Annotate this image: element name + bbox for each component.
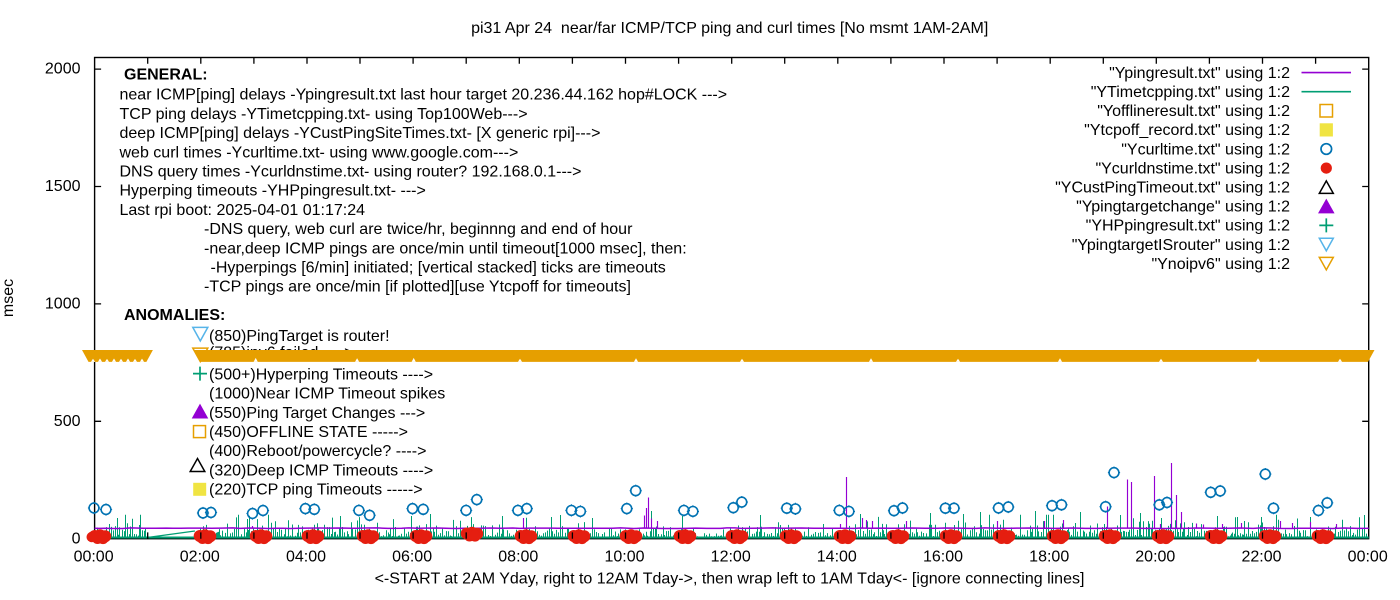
svg-text:14:00: 14:00 [817,548,857,565]
svg-text:GENERAL:: GENERAL: [124,67,208,84]
svg-text:-near,deep ICMP pings are once: -near,deep ICMP pings are once/min until… [204,240,687,257]
svg-text:<-START at 2AM Yday, right to: <-START at 2AM Yday, right to 12AM Tday-… [375,570,1085,587]
svg-text:(320)Deep ICMP Timeouts ---->: (320)Deep ICMP Timeouts ----> [209,462,433,479]
svg-text:(400)Reboot/powercycle? ---->: (400)Reboot/powercycle? ----> [209,443,426,460]
svg-text:(550)Ping Target Changes --->: (550)Ping Target Changes ---> [209,405,425,422]
svg-text:-DNS query, web curl are twice: -DNS query, web curl are twice/hr, begin… [204,221,633,238]
svg-text:00:00: 00:00 [1348,548,1388,565]
svg-text:web curl times -Ycurltime.txt-: web curl times -Ycurltime.txt- using www… [119,144,519,161]
svg-text:10:00: 10:00 [604,548,644,565]
svg-text:(450)OFFLINE STATE ----->: (450)OFFLINE STATE -----> [209,424,408,441]
svg-text:1000: 1000 [45,296,81,313]
svg-text:12:00: 12:00 [711,548,751,565]
svg-text:16:00: 16:00 [923,548,963,565]
svg-text:22:00: 22:00 [1241,548,1281,565]
svg-text:"Ypingresult.txt" using 1:2: "Ypingresult.txt" using 1:2 [1109,65,1290,82]
svg-text:2000: 2000 [45,61,81,78]
svg-text:06:00: 06:00 [392,548,432,565]
svg-text:-TCP pings are once/min [if pl: -TCP pings are once/min [if plotted][use… [204,279,631,296]
svg-text:"Yofflineresult.txt" using 1:2: "Yofflineresult.txt" using 1:2 [1097,103,1290,120]
svg-text:near ICMP[ping] delays -Ypingr: near ICMP[ping] delays -Ypingresult.txt … [120,87,728,104]
svg-text:1500: 1500 [45,178,81,195]
svg-text:deep ICMP[ping] delays -YCustP: deep ICMP[ping] delays -YCustPingSiteTim… [120,125,601,142]
svg-text:(850)PingTarget is router!: (850)PingTarget is router! [209,328,390,345]
svg-text:20:00: 20:00 [1135,548,1175,565]
svg-text:"Ynoipv6" using 1:2: "Ynoipv6" using 1:2 [1151,256,1290,273]
svg-text:-Hyperpings [6/min] initiated;: -Hyperpings [6/min] initiated; [vertical… [211,260,666,277]
svg-text:08:00: 08:00 [498,548,538,565]
svg-text:"Ypingtargetchange" using 1:2: "Ypingtargetchange" using 1:2 [1076,199,1290,216]
svg-text:pi31 Apr 24 near/far ICMP/TCP: pi31 Apr 24 near/far ICMP/TCP ping and c… [471,20,988,37]
svg-text:"YTimetcpping.txt" using 1:2: "YTimetcpping.txt" using 1:2 [1091,84,1290,101]
svg-text:ANOMALIES:: ANOMALIES: [124,307,225,324]
svg-text:Hyperping timeouts -YHPpingres: Hyperping timeouts -YHPpingresult.txt- -… [120,183,426,200]
svg-text:"Ycurltime.txt" using 1:2: "Ycurltime.txt" using 1:2 [1121,141,1290,158]
svg-text:00:00: 00:00 [74,548,114,565]
svg-text:(220)TCP ping Timeouts ----->: (220)TCP ping Timeouts -----> [209,482,423,499]
svg-text:18:00: 18:00 [1029,548,1069,565]
svg-text:Last rpi boot: 2025-04-01 01:1: Last rpi boot: 2025-04-01 01:17:24 [120,202,366,219]
svg-text:"YpingtargetISrouter" using 1:: "YpingtargetISrouter" using 1:2 [1072,237,1290,254]
svg-text:02:00: 02:00 [180,548,220,565]
svg-text:500: 500 [54,413,81,430]
svg-text:0: 0 [72,530,81,547]
svg-text:"YCustPingTimeout.txt" using 1: "YCustPingTimeout.txt" using 1:2 [1055,180,1290,197]
svg-text:msec: msec [0,279,17,317]
svg-text:"YHPpingresult.txt" using 1:2: "YHPpingresult.txt" using 1:2 [1086,218,1290,235]
svg-text:DNS query times -Ycurldnstime.: DNS query times -Ycurldnstime.txt- using… [120,164,582,181]
svg-text:04:00: 04:00 [286,548,326,565]
svg-text:(1000)Near ICMP Timeout spikes: (1000)Near ICMP Timeout spikes [209,386,445,403]
svg-text:TCP ping delays -YTimetcpping.: TCP ping delays -YTimetcpping.txt- using… [120,106,528,123]
svg-text:"Ytcpoff_record.txt" using 1:2: "Ytcpoff_record.txt" using 1:2 [1084,122,1290,139]
svg-text:(500+)Hyperping Timeouts ---->: (500+)Hyperping Timeouts ----> [209,366,433,383]
svg-text:"Ycurldnstime.txt" using 1:2: "Ycurldnstime.txt" using 1:2 [1095,160,1290,177]
